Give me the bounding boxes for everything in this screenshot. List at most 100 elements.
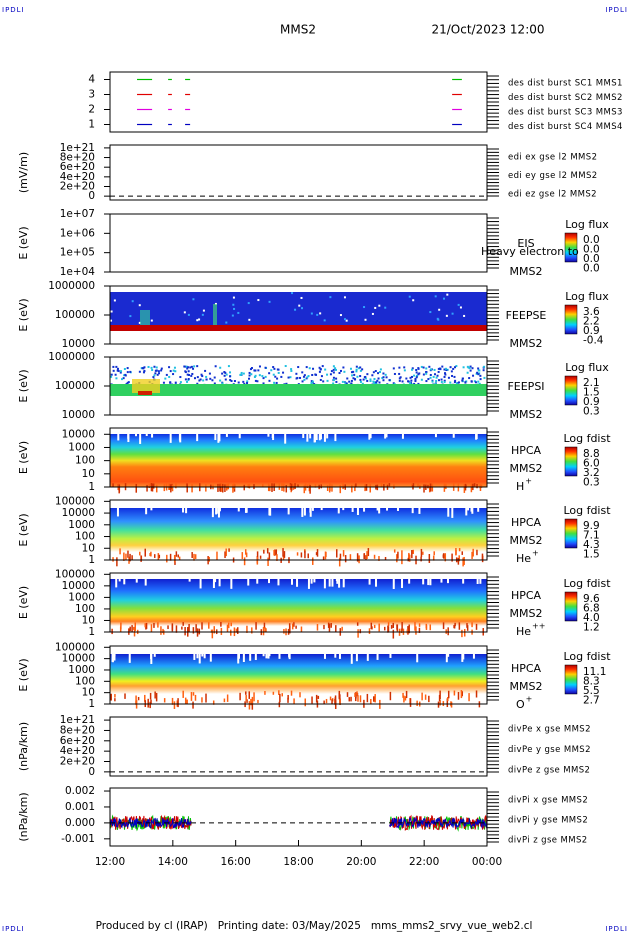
colorbar xyxy=(564,304,578,335)
spectrogram-image xyxy=(121,378,124,381)
spectrogram-image xyxy=(110,579,487,626)
spectrogram-image xyxy=(262,483,264,487)
spectrogram-image xyxy=(331,699,333,705)
spectrogram-image xyxy=(296,376,299,379)
spectrogram-image xyxy=(224,371,227,374)
spectrogram-image xyxy=(138,391,152,395)
spectrogram-image xyxy=(184,365,187,368)
spectrogram-image xyxy=(237,311,240,314)
spectrogram-image xyxy=(135,579,138,583)
spectrogram-image xyxy=(111,654,114,663)
spectrogram-image xyxy=(469,365,472,368)
spectrogram-image xyxy=(213,626,215,634)
spectrogram-image xyxy=(254,654,257,661)
spectrogram-image xyxy=(150,624,153,633)
spectrogram-image xyxy=(275,381,278,384)
spectrogram-image xyxy=(315,694,318,703)
spectrogram-image xyxy=(226,624,229,633)
spectrogram-image xyxy=(336,579,339,584)
spectrogram-image xyxy=(443,483,446,492)
spectrogram-image xyxy=(447,508,450,517)
spectrogram-image xyxy=(439,368,442,371)
spectrogram-image xyxy=(441,365,444,368)
spectrogram-image xyxy=(195,624,197,633)
spectrogram-image xyxy=(376,654,379,660)
spectrogram-image xyxy=(392,622,394,629)
spectrogram-image xyxy=(362,378,365,381)
spectrogram-image xyxy=(303,374,306,377)
spectrogram-image xyxy=(368,628,371,634)
spectrogram-image xyxy=(237,654,240,664)
spectrogram-image xyxy=(453,375,456,378)
spectrogram-image xyxy=(319,368,322,371)
spectrogram-image xyxy=(452,367,455,370)
spectrogram-image xyxy=(246,382,249,385)
spectrogram-image xyxy=(435,380,438,383)
spectrogram-image xyxy=(239,692,241,701)
spectrogram-image xyxy=(354,484,356,492)
spectrogram-image xyxy=(401,579,404,588)
spectrogram-image xyxy=(143,369,146,372)
spectrogram-image xyxy=(416,700,418,706)
spectrogram-image xyxy=(447,627,449,636)
spectrogram-image xyxy=(120,622,122,630)
spectrogram-image xyxy=(251,696,254,704)
spectrogram-image xyxy=(144,623,146,628)
spectrogram-image xyxy=(323,700,325,705)
spectrogram-image xyxy=(376,508,379,511)
spectrogram-image xyxy=(233,380,236,383)
spectrogram-image xyxy=(425,372,428,375)
spectrogram-image xyxy=(179,376,182,379)
spectrogram-image xyxy=(214,365,217,368)
spectrogram-image xyxy=(373,554,376,559)
y-tick-label: 10000 xyxy=(62,653,95,665)
spectrogram-image xyxy=(232,296,235,299)
spectrogram-image xyxy=(429,311,432,314)
spectrogram-image xyxy=(432,375,435,378)
spectrogram-image xyxy=(184,378,187,381)
spectrogram-image xyxy=(221,372,224,375)
spectrogram-image xyxy=(468,693,470,702)
spectrogram-image xyxy=(429,624,432,631)
legend-entry: des dist burst SC3 MMS3 xyxy=(508,108,623,118)
spectrogram-image xyxy=(110,325,487,331)
spectrogram-image xyxy=(470,483,473,493)
spectrogram-image xyxy=(169,553,172,561)
spectrogram-image xyxy=(198,318,201,321)
spectrogram-image xyxy=(455,365,458,368)
spectrogram-image xyxy=(384,306,387,309)
spectrogram-image xyxy=(366,379,369,382)
spectrogram-image xyxy=(428,554,431,563)
spectrogram-image xyxy=(115,365,118,368)
spectrogram-image xyxy=(483,376,486,379)
y-tick-label: 100 xyxy=(75,675,95,687)
spectrogram-image xyxy=(323,579,326,589)
spectrogram-image xyxy=(253,369,256,372)
spectrogram-image xyxy=(138,304,141,307)
spectrogram-image xyxy=(398,377,401,380)
spectrogram-image xyxy=(205,375,208,378)
spectrogram-image xyxy=(307,375,310,378)
spectrogram-image xyxy=(153,365,156,368)
spectrogram-image xyxy=(336,549,338,558)
spectrogram-image xyxy=(139,434,142,444)
spectrogram-image xyxy=(242,654,245,663)
spectrogram-image xyxy=(346,377,349,380)
spectrogram-image xyxy=(375,382,378,385)
spectrogram-image xyxy=(258,374,261,377)
y-tick-label: 10 xyxy=(82,614,95,626)
spectrogram-image xyxy=(156,373,159,376)
spectrogram-image xyxy=(187,370,190,373)
spectrogram-image xyxy=(151,434,154,438)
spectrogram-image xyxy=(334,654,337,658)
spectrogram-image xyxy=(137,696,140,701)
spectrogram-image xyxy=(242,372,245,375)
spectrogram-image xyxy=(405,377,408,380)
colorbar-tick-label: 0.9 xyxy=(583,396,600,408)
spectrogram-image xyxy=(111,628,113,635)
spectrogram-image xyxy=(447,697,449,702)
spectrogram-image xyxy=(466,625,469,631)
spectrogram-image xyxy=(160,369,163,372)
